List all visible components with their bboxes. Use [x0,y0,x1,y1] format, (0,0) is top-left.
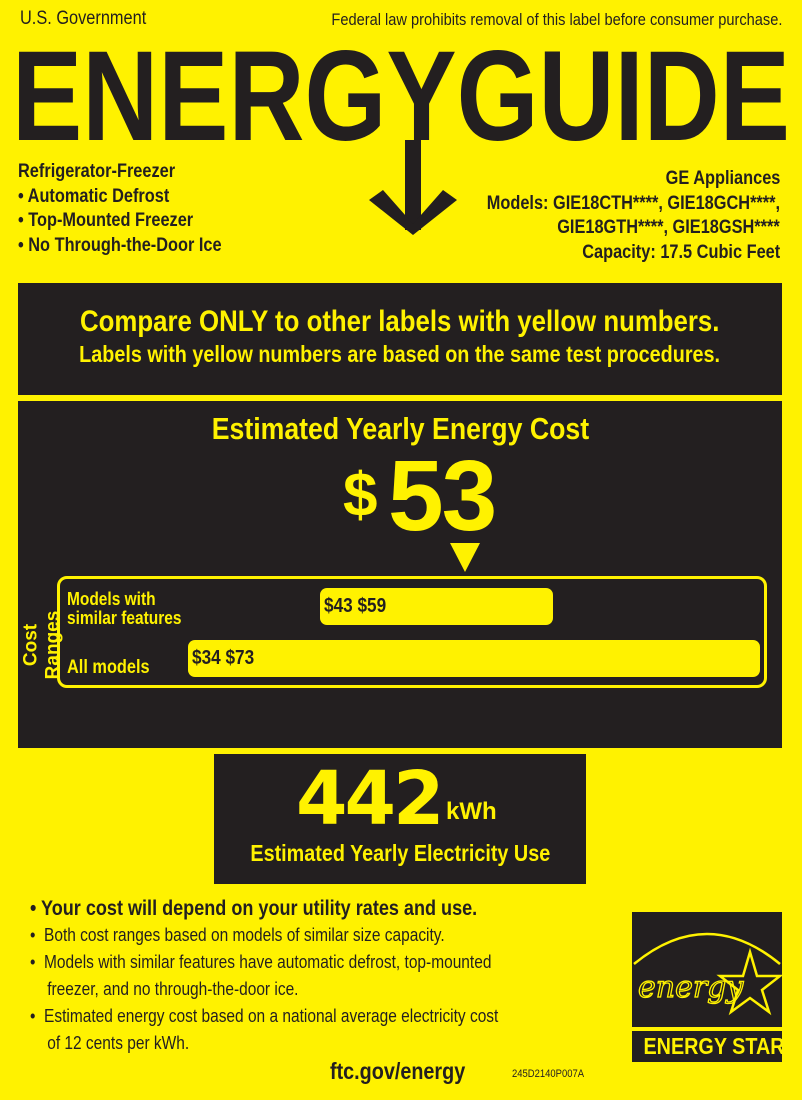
usage-unit: kWh [446,798,497,825]
energy-star-icon: energy [632,912,782,1027]
removal-notice: Federal law prohibits removal of this la… [330,10,782,29]
energy-star-label: ENERGY STAR [632,1031,785,1062]
cost-title: Estimated Yearly Energy Cost [211,411,589,446]
similar-label: Models with similar features [67,589,182,628]
manufacturer-info: GE Appliances Models: GIE18CTH****, GIE1… [486,168,780,263]
usage-box: 442 kWh Estimated Yearly Electricity Use [214,754,586,884]
product-info: Refrigerator-Freezer • Automatic Defrost… [18,161,222,256]
cost-pointer-icon [450,543,480,572]
energy-star-logo: energy ENERGY STAR [632,912,785,1062]
ftc-link[interactable]: ftc.gov/energy [330,1058,466,1084]
cost-ranges-frame: Models with similar features $43 $59 All… [57,576,767,688]
arrow-down-icon [369,140,457,235]
compare-box: Compare ONLY to other labels with yellow… [18,283,782,395]
energyguide-logo: ENERGYGUIDE [12,40,790,235]
notes: • Your cost will depend on your utility … [30,897,499,1053]
all-label: All models [67,657,150,678]
cost-ranges-label: Cost Ranges [20,610,64,680]
logo-text: ENERGYGUIDE [12,40,790,168]
cost-box: Estimated Yearly Energy Cost $ 53 Cost R… [18,401,782,748]
usage-value: 442 [296,756,444,842]
usage-label: Estimated Yearly Electricity Use [250,840,550,866]
cost-value: 53 [388,440,497,552]
all-range-bar: $34 $73 [188,640,760,677]
gov-label: U.S. Government [20,8,147,29]
cost-dollar: $ [343,461,378,530]
label-code: 245D2140P007A [512,1068,585,1080]
similar-range-bar: $43 $59 [320,588,553,625]
